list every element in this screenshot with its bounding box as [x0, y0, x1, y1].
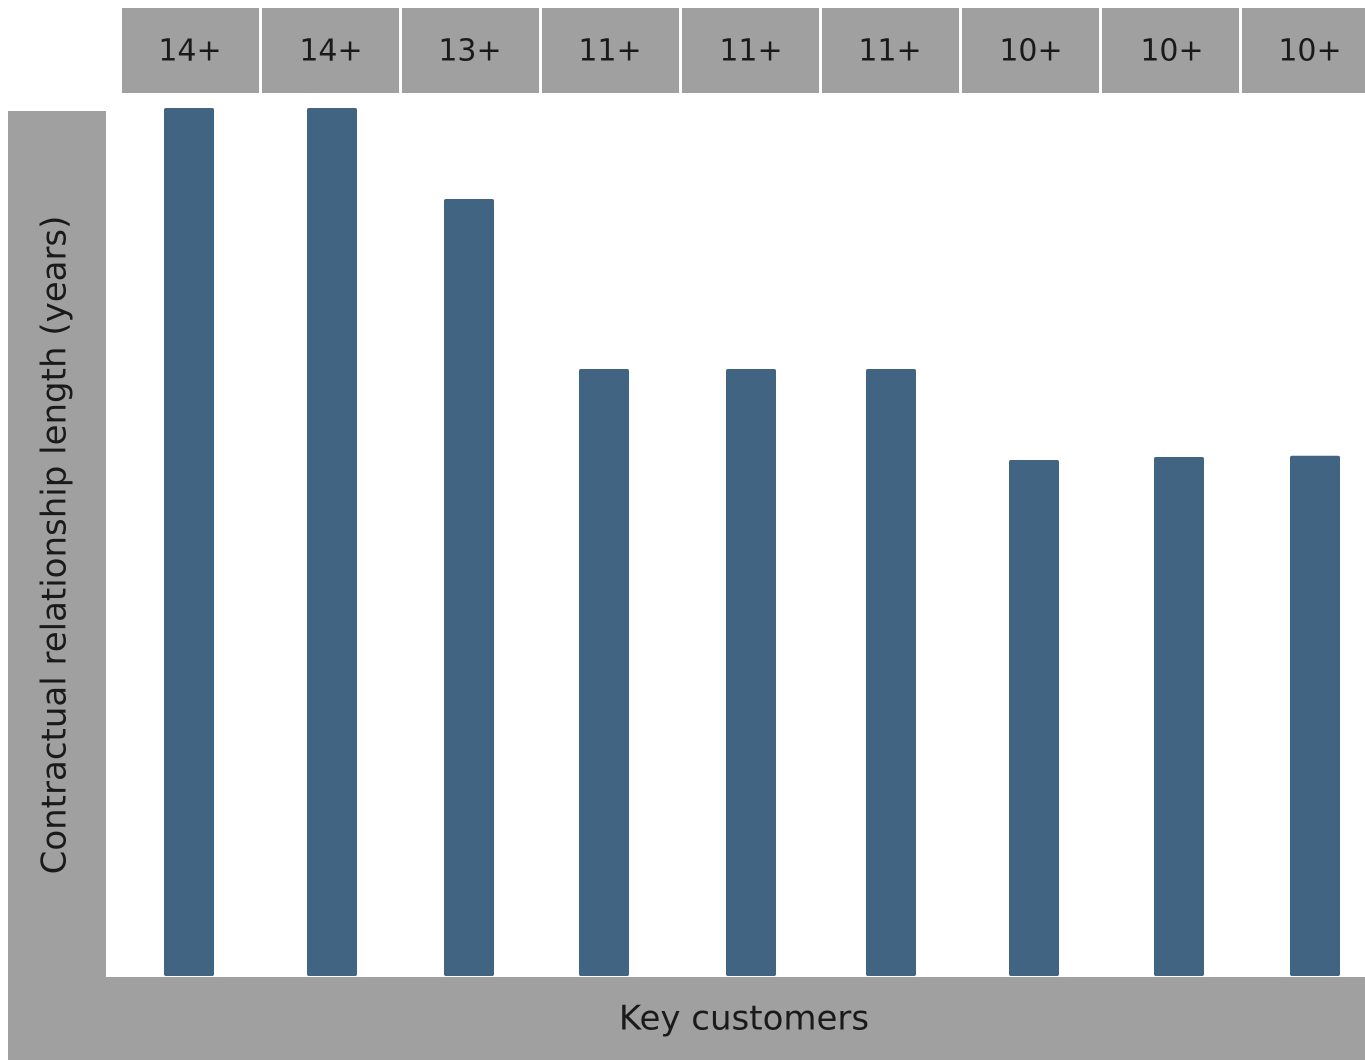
header-box	[542, 8, 679, 93]
bar	[307, 108, 357, 976]
header-box	[1242, 8, 1365, 93]
bar	[1009, 460, 1059, 977]
header-label: 13+	[438, 34, 501, 69]
header-label: 14+	[158, 34, 221, 69]
header-box	[122, 8, 259, 93]
header-box	[1102, 8, 1239, 93]
header-box	[822, 8, 959, 93]
header-label: 10+	[1278, 34, 1341, 69]
bar	[1290, 455, 1340, 976]
bar	[444, 199, 494, 976]
x-axis-label: Key customers	[619, 999, 869, 1039]
header-label: 14+	[299, 34, 362, 69]
header-box	[402, 8, 539, 93]
bar	[579, 369, 629, 977]
header-box	[682, 8, 819, 93]
header-label-row: 14+ 14+ 13+ 11+ 11+ 11+ 10+ 10+ 10+	[122, 8, 1365, 93]
header-label: 10+	[999, 34, 1062, 69]
bar-series	[164, 108, 1340, 977]
header-label: 10+	[1140, 34, 1203, 69]
header-box	[262, 8, 399, 93]
bar	[164, 108, 214, 976]
bar	[1154, 457, 1204, 976]
header-box	[962, 8, 1099, 93]
y-axis-label: Contractual relationship length (years)	[35, 216, 75, 875]
header-label: 11+	[858, 34, 921, 69]
header-label: 11+	[719, 34, 782, 69]
header-label: 11+	[578, 34, 641, 69]
y-axis-panel	[8, 111, 106, 1060]
bar	[726, 369, 776, 977]
bar	[866, 369, 916, 977]
x-axis-panel	[106, 977, 1365, 1060]
